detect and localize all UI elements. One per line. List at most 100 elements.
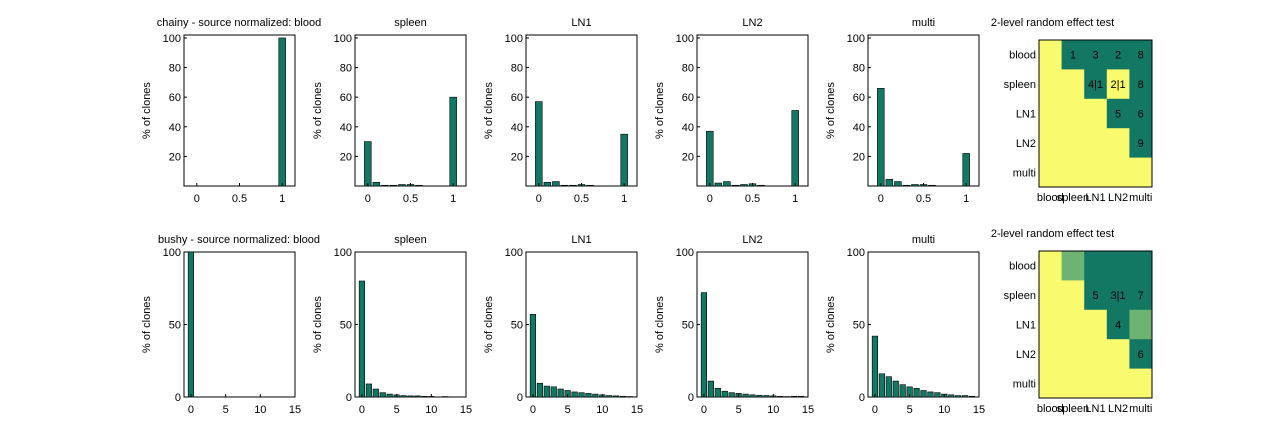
heatmap-cell	[1084, 98, 1108, 129]
y-tick-label: 20	[511, 151, 523, 163]
heatmap-cell	[1039, 157, 1063, 188]
heatmap-cell	[1106, 368, 1130, 399]
cell-label: 5	[1092, 290, 1098, 302]
heatmap-cell	[1106, 69, 1130, 100]
heatmap-cell	[1129, 128, 1153, 159]
bar	[398, 184, 406, 187]
y-tick-label: 40	[511, 122, 523, 134]
x-tick-label: 0.5	[574, 193, 589, 205]
bar	[740, 184, 748, 187]
y-tick-label: 60	[511, 92, 523, 104]
heatmap-title: 2-level random effect test	[991, 228, 1114, 240]
bar	[187, 251, 195, 398]
panel-title: chainy - source normalized: blood	[157, 17, 321, 29]
heatmap-cell	[1129, 98, 1153, 129]
heatmap-cell	[1106, 339, 1130, 370]
bar	[948, 394, 955, 398]
bar	[386, 393, 393, 398]
y-tick-label: 100	[163, 33, 181, 45]
heatmap-cell	[1106, 157, 1130, 188]
x-tick-label: 1	[279, 193, 285, 205]
heatmap-cell	[1061, 98, 1085, 129]
bar	[620, 395, 627, 398]
bar	[442, 396, 449, 398]
heatmap-cell	[1061, 157, 1085, 188]
heatmap-cell	[1061, 69, 1085, 100]
bar	[414, 395, 421, 398]
heatmap-cell	[1084, 69, 1108, 100]
heatmap-cell	[1061, 309, 1085, 340]
bar	[400, 395, 407, 398]
cell-label: 6	[1138, 349, 1144, 361]
axes-box	[354, 34, 467, 187]
bar	[885, 179, 894, 187]
y-axis-label: % of clones	[483, 82, 495, 139]
cell-label: 7	[1138, 290, 1144, 302]
bar	[797, 395, 805, 398]
bar-panel-chainy-3	[525, 34, 638, 187]
bar	[714, 387, 721, 398]
cell-label: 4	[1115, 320, 1121, 332]
heatmap-bushy	[1038, 250, 1153, 399]
x-tick-label: 0	[188, 404, 194, 416]
col-label: multi	[1129, 192, 1152, 204]
bar	[606, 395, 613, 398]
x-tick-label: 5	[565, 404, 571, 416]
x-tick-label: 0	[701, 404, 707, 416]
axes-box	[525, 251, 638, 398]
bar	[557, 388, 564, 398]
x-tick-label: 1	[450, 193, 456, 205]
x-tick-label: 1	[621, 193, 627, 205]
bar	[927, 391, 934, 398]
heatmap-cell	[1129, 280, 1153, 311]
col-label: multi	[1129, 403, 1152, 415]
y-tick-label: 60	[853, 92, 865, 104]
y-tick-label: 40	[169, 122, 181, 134]
y-axis-label: % of clones	[825, 296, 837, 353]
bar	[791, 395, 798, 398]
col-label: LN2	[1108, 403, 1128, 415]
axes-box	[525, 34, 638, 187]
heatmap-cell	[1039, 98, 1063, 129]
y-tick-label: 0	[688, 392, 694, 404]
bar	[714, 182, 723, 187]
panel-title: multi	[912, 17, 935, 29]
y-axis-label: % of clones	[654, 296, 666, 353]
y-tick-label: 100	[676, 33, 694, 45]
y-axis-label: % of clones	[141, 82, 153, 139]
bar	[723, 181, 731, 187]
cell-label: 4|1	[1088, 79, 1103, 91]
bar	[913, 387, 920, 398]
bar	[911, 184, 919, 187]
heatmap-cell	[1039, 368, 1063, 399]
heatmap-cell	[1129, 251, 1153, 281]
bar	[962, 395, 969, 398]
bar	[920, 390, 927, 398]
bar	[365, 383, 372, 398]
row-label: multi	[1013, 167, 1036, 179]
bar	[552, 181, 560, 187]
y-tick-label: 80	[853, 63, 865, 75]
bar	[784, 396, 791, 398]
heatmap-cell	[1039, 251, 1063, 281]
x-tick-label: 10	[938, 404, 950, 416]
bar	[278, 37, 286, 187]
heatmap-cell	[1129, 69, 1153, 100]
x-tick-label: 10	[767, 404, 779, 416]
bar	[757, 184, 765, 187]
row-label: LN1	[1016, 109, 1036, 121]
y-axis-label: % of clones	[654, 82, 666, 139]
heatmap-cell	[1106, 251, 1130, 281]
bar	[415, 184, 423, 187]
axes-box	[867, 34, 980, 187]
cell-label: 5	[1115, 109, 1121, 121]
y-tick-label: 0	[517, 392, 523, 404]
y-tick-label: 0	[346, 392, 352, 404]
heatmap-cell	[1084, 40, 1108, 70]
x-tick-label: 0.5	[916, 193, 931, 205]
cell-label: 6	[1138, 109, 1144, 121]
y-tick-label: 80	[169, 63, 181, 75]
bar	[529, 314, 537, 398]
col-label: blood	[1037, 403, 1064, 415]
heatmap-cell	[1039, 339, 1063, 370]
